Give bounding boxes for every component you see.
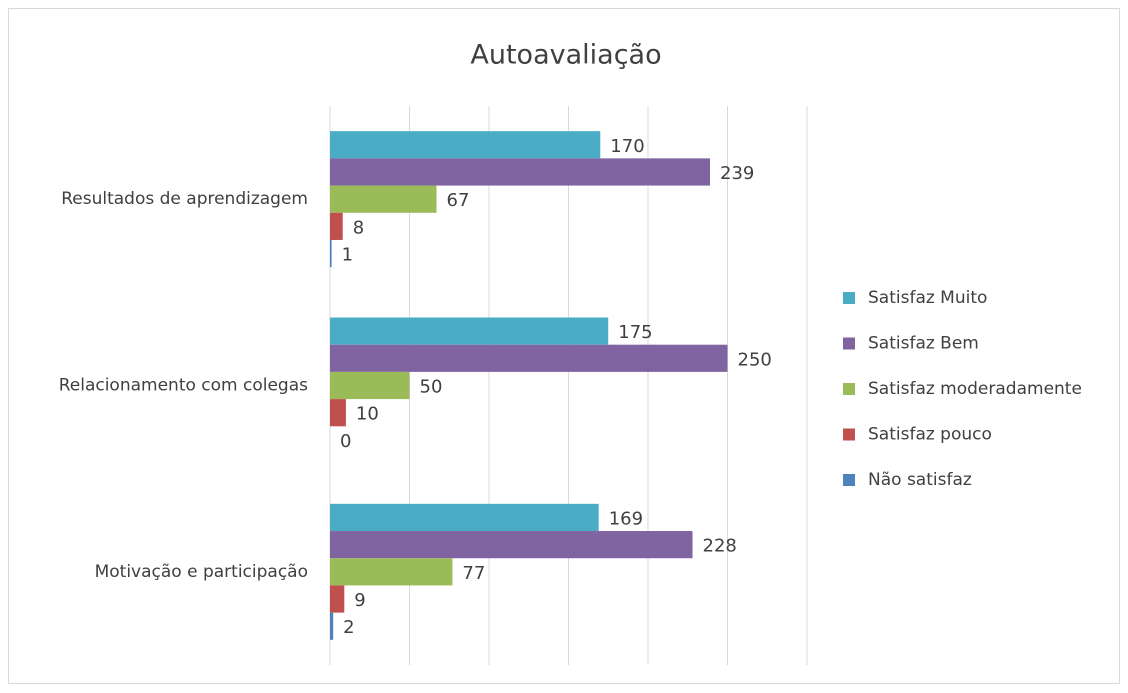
data-label: 1 (342, 245, 353, 266)
bar (330, 558, 453, 586)
data-label: 250 (738, 349, 772, 370)
bar (330, 344, 728, 372)
legend-label: Satisfaz pouco (868, 425, 992, 445)
bar (330, 239, 332, 268)
data-label: 170 (610, 136, 644, 157)
data-label: 228 (703, 536, 737, 557)
bar (330, 585, 345, 613)
data-label: 77 (462, 563, 485, 584)
bar (330, 158, 711, 186)
bar (330, 371, 410, 400)
bar (330, 531, 693, 559)
legend-swatch (843, 383, 855, 395)
legend-swatch (843, 337, 855, 350)
data-label: 0 (340, 431, 351, 452)
data-label: 175 (618, 322, 652, 343)
chart-title: Autoavaliação (470, 40, 661, 71)
data-label: 10 (356, 404, 379, 425)
legend-label: Satisfaz Bem (868, 334, 979, 354)
data-label: 8 (353, 217, 364, 238)
bar (330, 612, 334, 640)
y-tick-label: Relacionamento com colegas (59, 376, 308, 396)
legend-label: Satisfaz Muito (868, 288, 987, 308)
bar (330, 131, 601, 159)
y-tick-label: Motivação e participação (95, 562, 308, 582)
legend-swatch (843, 428, 855, 441)
data-label: 239 (720, 163, 754, 184)
data-label: 169 (609, 508, 643, 529)
bar (330, 503, 599, 532)
data-label: 2 (343, 617, 354, 638)
data-label: 67 (447, 190, 470, 211)
legend-label: Não satisfaz (868, 470, 972, 490)
bar (330, 399, 346, 427)
bar (330, 212, 343, 240)
y-tick-label: Resultados de aprendizagem (61, 189, 308, 209)
legend-label: Satisfaz moderadamente (868, 379, 1082, 399)
legend-swatch (843, 292, 855, 304)
data-label: 50 (420, 377, 443, 398)
bar (330, 317, 609, 345)
bar (330, 185, 437, 213)
legend-swatch (843, 474, 855, 486)
data-label: 9 (354, 590, 365, 611)
